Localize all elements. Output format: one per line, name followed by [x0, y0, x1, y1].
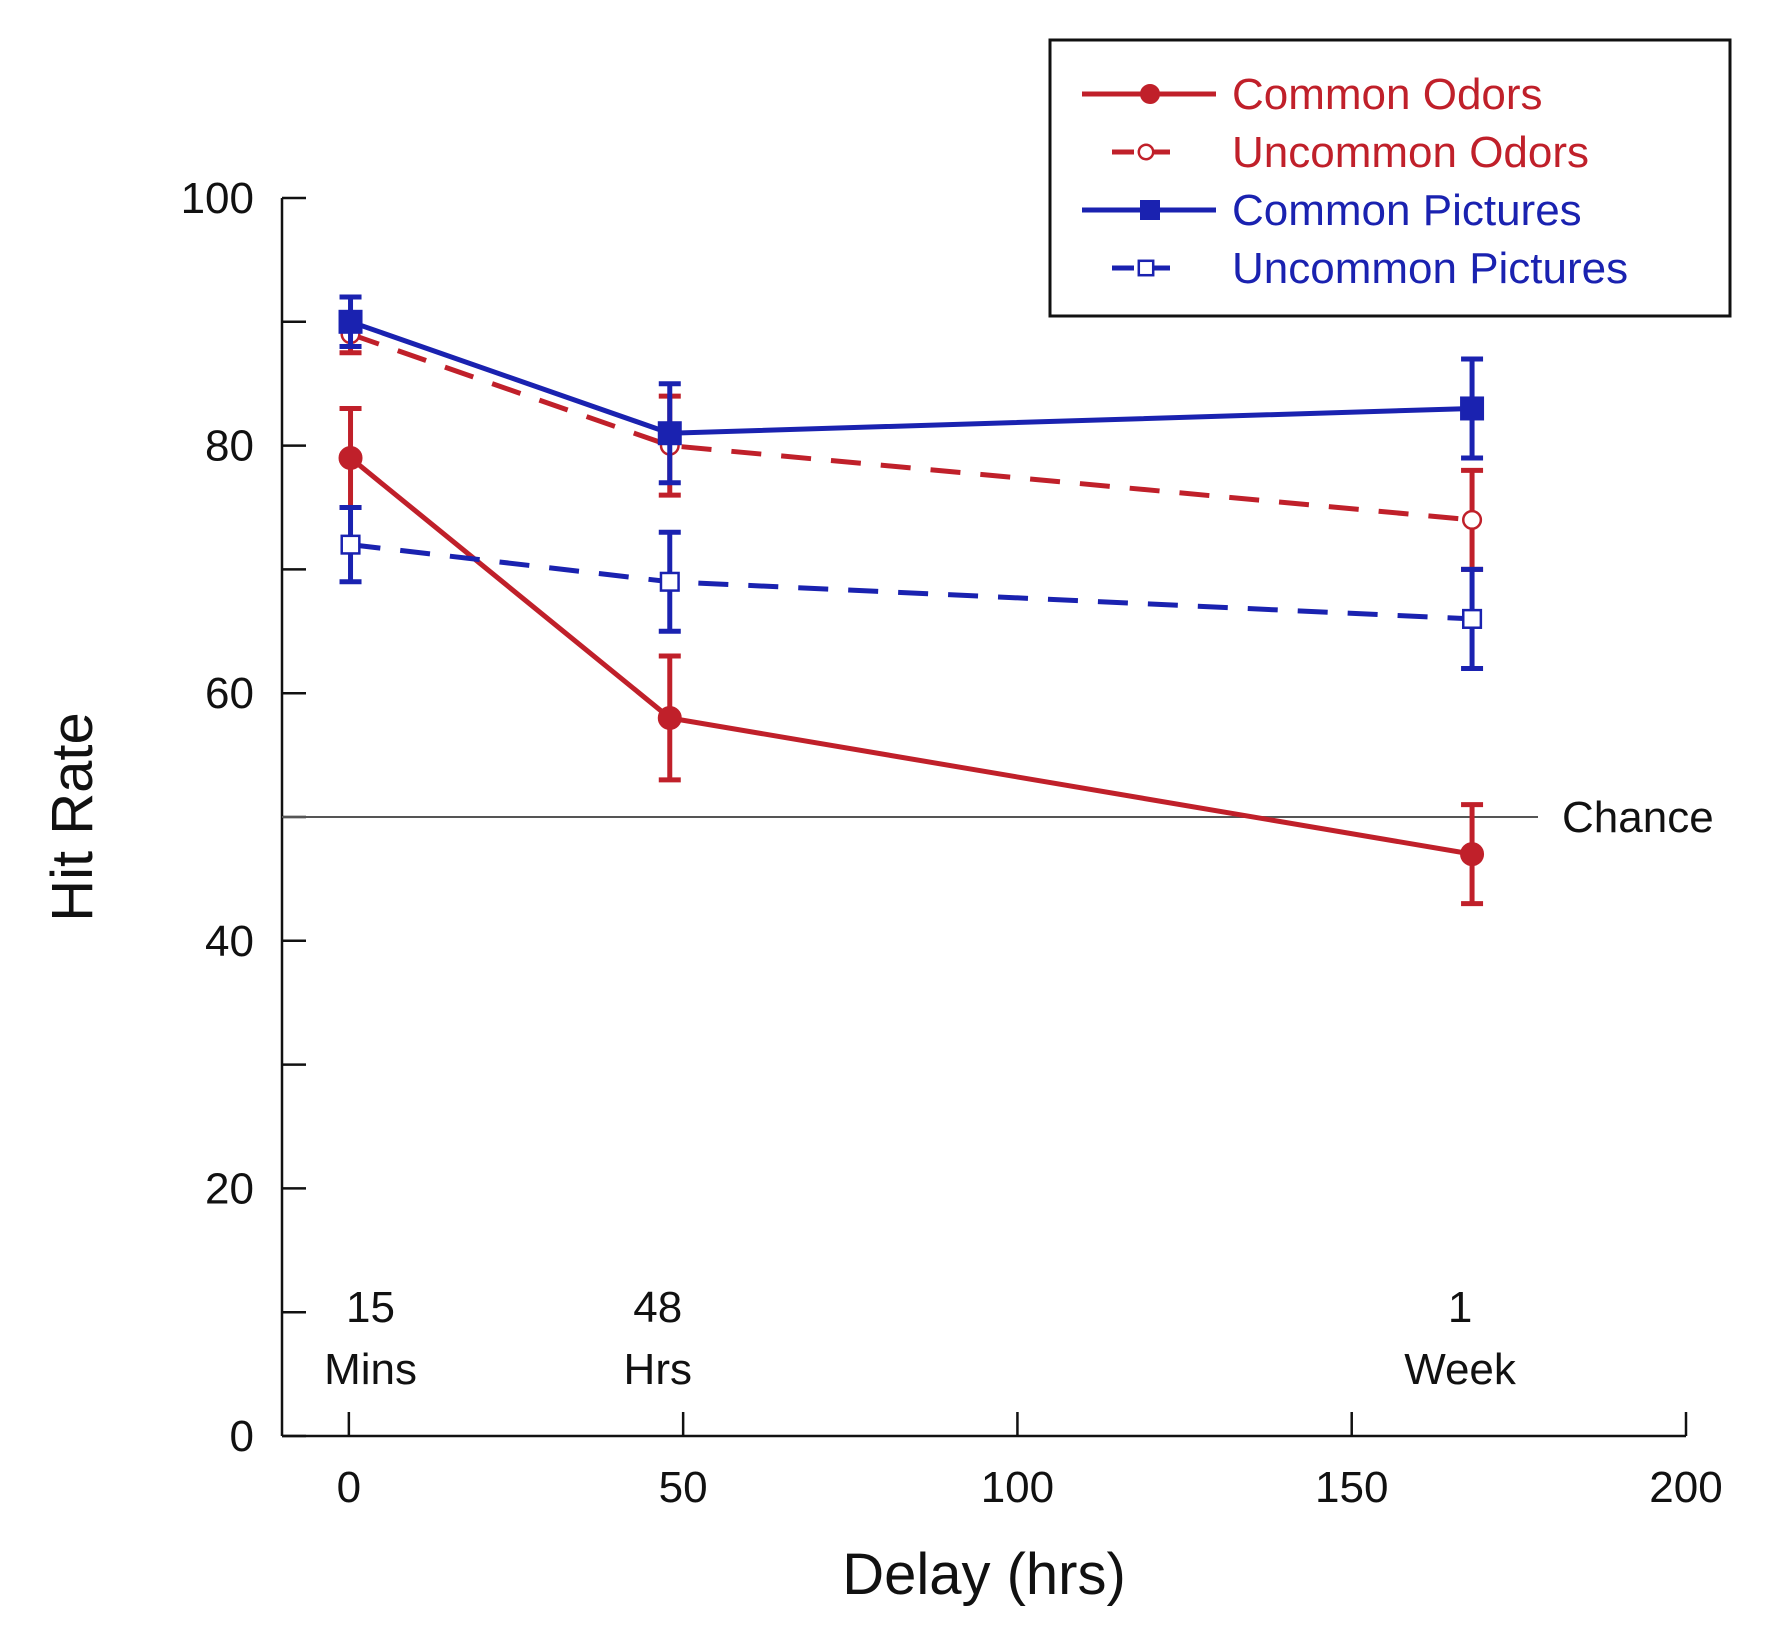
legend-label: Uncommon Odors	[1232, 128, 1589, 177]
chance-label: Chance	[1562, 793, 1714, 842]
data-point	[659, 571, 680, 592]
series-line	[348, 456, 1473, 857]
series-line	[350, 542, 1473, 622]
data-point	[338, 445, 363, 470]
series-uncommon-pictures	[339, 505, 1484, 671]
y-tick-label: 0	[230, 1412, 254, 1461]
data-point	[1462, 509, 1483, 530]
legend-swatch-marker	[1137, 143, 1155, 161]
data-point	[340, 534, 361, 555]
y-tick-label: 20	[205, 1164, 254, 1213]
y-tick-label: 40	[205, 917, 254, 966]
x-tick-label: 150	[1315, 1463, 1388, 1512]
legend-swatch-marker	[1137, 259, 1155, 277]
data-point	[338, 309, 363, 334]
axes: 0 20 40 60 80 100 0 50 100 150 200 Delay (hrs) Hit R…	[40, 174, 1723, 1607]
series-common-odors	[338, 405, 1485, 907]
legend-swatch-marker	[1140, 200, 1160, 220]
x-tick-label: 50	[659, 1463, 708, 1512]
delay-annotation-unit: Hrs	[624, 1345, 692, 1394]
legend-label: Uncommon Pictures	[1232, 244, 1628, 293]
x-axis-title: Delay (hrs)	[842, 1542, 1126, 1607]
plot-area: Chance 15 Mins 48 Hrs 1 Week	[282, 294, 1714, 1394]
y-tick-label: 100	[181, 174, 254, 223]
legend-swatch-marker	[1140, 84, 1160, 104]
delay-annotation-value: 1	[1448, 1283, 1472, 1332]
x-tick-label: 100	[981, 1463, 1054, 1512]
delay-annotation-value: 48	[633, 1283, 682, 1332]
series-line	[349, 319, 1473, 436]
y-tick-label: 80	[205, 422, 254, 471]
series-uncommon-odors	[339, 313, 1484, 572]
data-point	[1460, 396, 1485, 421]
data-point	[657, 421, 682, 446]
x-tick-label: 200	[1649, 1463, 1722, 1512]
y-tick-label: 60	[205, 669, 254, 718]
series-line	[349, 331, 1473, 523]
legend: Common Odors Uncommon Odors Common Picture…	[1048, 38, 1732, 318]
data-point	[1462, 608, 1483, 629]
series-common-pictures	[338, 294, 1485, 486]
legend-label: Common Odors	[1232, 70, 1543, 119]
legend-label: Common Pictures	[1232, 186, 1582, 235]
delay-annotation-unit: Mins	[324, 1345, 417, 1394]
y-axis-title: Hit Rate	[40, 712, 105, 922]
x-tick-label: 0	[337, 1463, 361, 1512]
data-point	[657, 705, 682, 730]
delay-annotation-value: 15	[346, 1283, 395, 1332]
delay-annotation-unit: Week	[1404, 1345, 1517, 1394]
data-point	[1460, 842, 1485, 867]
